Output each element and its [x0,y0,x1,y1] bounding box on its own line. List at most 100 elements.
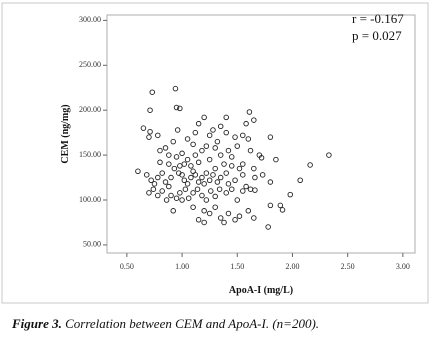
point [232,134,238,140]
point [171,165,178,172]
point [147,107,153,113]
point [146,190,152,196]
point [225,147,232,154]
point [192,172,199,178]
point [212,145,218,151]
point [192,152,199,158]
point [251,215,257,221]
point [210,127,216,133]
point [149,89,156,95]
point [188,174,194,181]
point [163,197,170,203]
point [195,217,202,223]
point [208,188,214,194]
point [267,179,274,185]
point [147,129,153,135]
point [223,170,229,176]
point [267,202,274,209]
point [151,181,158,187]
point [201,114,207,121]
point [195,120,202,127]
point [194,186,201,192]
point [177,190,183,196]
point [143,172,150,178]
point [173,104,180,111]
point [228,163,235,169]
caption-label: Figure 3. [11,316,62,331]
point [155,192,161,199]
point [273,156,279,163]
point [159,170,165,176]
x-tick-label: 2.50 [341,262,355,271]
point [190,190,196,196]
point [166,183,172,190]
point [206,177,213,184]
point [162,179,169,185]
y-axis-label: CEM (ng/mg) [60,104,71,163]
point [168,192,174,199]
x-tick-label: 0.50 [120,262,134,271]
point [181,177,188,184]
point [166,161,172,167]
point [199,147,205,154]
point [179,172,185,178]
point [195,159,202,166]
point [225,181,232,187]
point [166,152,172,158]
point [150,186,157,192]
point [277,202,284,209]
point [181,161,188,167]
point [217,123,224,130]
point [252,187,258,193]
point [246,109,253,115]
point [217,174,224,181]
point [279,207,286,213]
point [221,219,227,226]
point [177,163,183,169]
x-tick-label: 2.00 [285,262,299,271]
caption-text: Correlation between CEM and ApoA-I. (n=2… [65,316,319,331]
point [185,195,192,201]
x-tick-label: 3.00 [396,262,410,271]
point [214,138,221,145]
point [259,172,266,178]
point [157,147,163,154]
point [172,85,179,92]
point [217,152,224,158]
point [251,165,257,172]
point [243,120,249,127]
point [170,208,176,214]
x-tick-label: 1.00 [175,262,189,271]
point [265,224,271,230]
point [240,132,246,139]
point [223,129,229,136]
point [236,165,243,172]
point [232,217,238,223]
point [203,197,210,203]
point [199,174,205,181]
point [267,134,274,140]
point [223,114,229,121]
x-tick-label: 1.50 [230,262,244,271]
point [159,188,165,194]
point [232,177,238,184]
point [240,172,246,178]
annotation: r = -0.167 [352,11,404,26]
point [258,155,265,161]
point [236,213,243,219]
point [307,162,313,168]
point [173,195,180,201]
point [214,179,221,185]
point [188,163,194,169]
point [182,186,189,192]
point [174,127,181,133]
point [243,183,249,190]
point [192,129,199,136]
point [245,136,252,142]
point [234,143,241,149]
annotation: p = 0.027 [352,28,402,43]
point [184,181,191,187]
point [203,143,210,149]
point [201,208,207,214]
y-tick-label: 50.00 [83,240,101,249]
